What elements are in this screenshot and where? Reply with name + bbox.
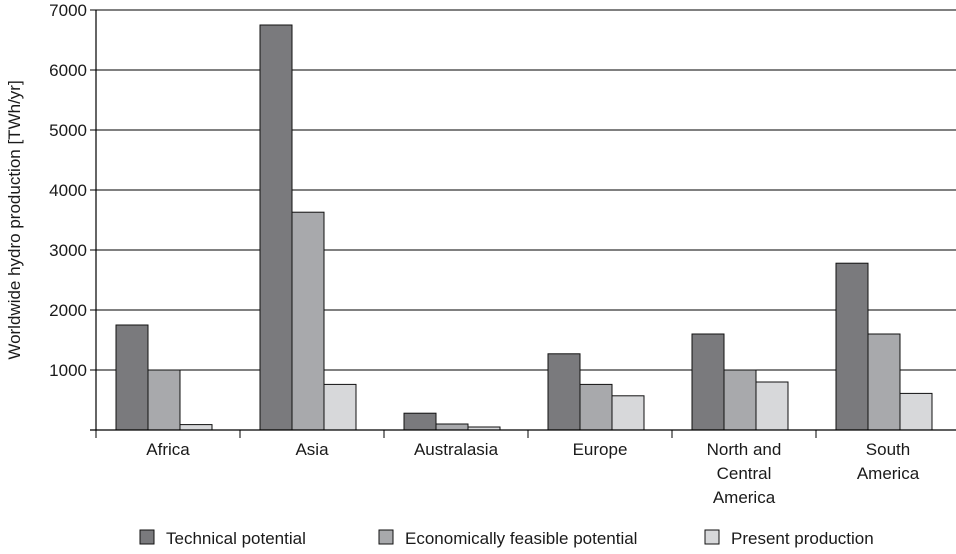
y-axis-label: Worldwide hydro production [TWh/yr]	[5, 80, 24, 359]
y-tick-label: 6000	[49, 61, 87, 80]
gridlines	[90, 9, 956, 438]
x-category-label: Australasia	[414, 440, 499, 459]
y-tick-label: 1000	[49, 361, 87, 380]
x-category-label-line: Africa	[146, 440, 190, 459]
y-tick-label: 2000	[49, 301, 87, 320]
legend: Technical potential Economically feasible…	[139, 529, 874, 548]
x-category-label-line: America	[713, 488, 776, 507]
x-category-label: North and Central America	[707, 440, 782, 507]
y-tick-label: 7000	[49, 1, 87, 20]
bar	[835, 262, 869, 431]
bar	[435, 423, 469, 431]
x-category-label: Europe	[573, 440, 628, 459]
x-category-label-line: Australasia	[414, 440, 499, 459]
y-tick-label: 3000	[49, 241, 87, 260]
bar	[403, 412, 437, 431]
bar	[547, 353, 581, 431]
legend-swatch	[378, 529, 394, 545]
legend-swatch	[139, 529, 155, 545]
x-category-label-line: Central	[717, 464, 772, 483]
legend-swatch	[704, 529, 720, 545]
bar	[755, 381, 789, 431]
x-category-label-line: Asia	[295, 440, 329, 459]
axes	[90, 10, 956, 431]
bar	[691, 333, 725, 431]
bar	[323, 383, 357, 431]
x-category-labels: Africa Asia Australasia Europe North and Cent…	[146, 440, 919, 507]
legend-label: Present production	[731, 529, 874, 548]
bars	[115, 24, 933, 431]
legend-label: Economically feasible potential	[405, 529, 637, 548]
bar	[611, 395, 645, 431]
bar	[723, 369, 757, 431]
x-category-label-line: South	[866, 440, 910, 459]
x-category-label-line: America	[857, 464, 920, 483]
bar	[867, 333, 901, 431]
y-tick-labels: 1000 2000 3000 4000 5000 6000 7000	[49, 1, 87, 380]
x-category-label-line: Europe	[573, 440, 628, 459]
y-tick-label: 5000	[49, 121, 87, 140]
y-tick-label: 4000	[49, 181, 87, 200]
legend-label: Technical potential	[166, 529, 306, 548]
x-category-label-line: North and	[707, 440, 782, 459]
bar	[579, 383, 613, 431]
bar	[259, 24, 293, 431]
bar	[147, 369, 181, 431]
bar	[899, 392, 933, 431]
bar	[291, 211, 325, 431]
bar	[115, 324, 149, 431]
bar	[179, 424, 213, 431]
x-category-label: South America	[857, 440, 920, 483]
x-category-label: Asia	[295, 440, 329, 459]
x-category-label: Africa	[146, 440, 190, 459]
